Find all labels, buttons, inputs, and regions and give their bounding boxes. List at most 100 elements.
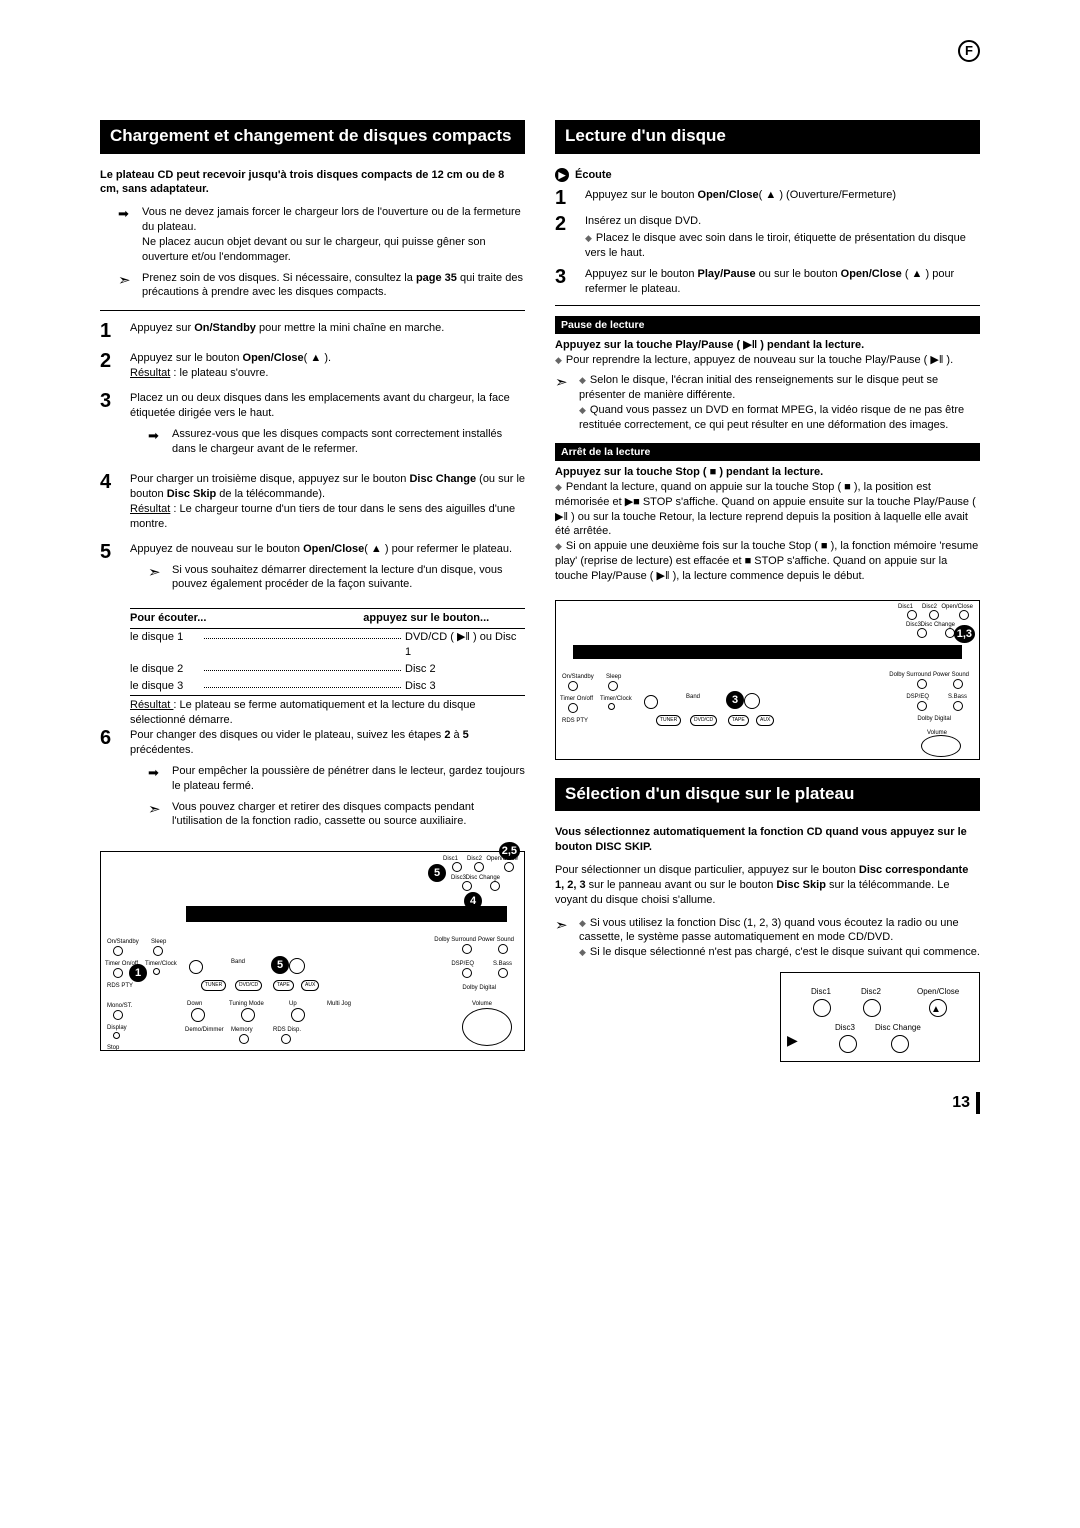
cd-open <box>644 695 658 709</box>
page-ref: page 35 <box>416 272 457 284</box>
pause-d1: Pour reprendre la lecture, appuyez de no… <box>555 353 980 368</box>
ecoute-heading: ▶ Écoute <box>555 168 980 183</box>
step: 1Appuyez sur le bouton Open/Close( ▲ ) (… <box>555 188 980 208</box>
arrow-outline-icon <box>148 800 164 830</box>
d-lbl: Power Sound <box>478 936 514 944</box>
t: Pendant la lecture, quand on appuie sur … <box>555 481 976 538</box>
d-lbl: On/Standby <box>562 673 594 681</box>
mono-st-button <box>113 1010 123 1020</box>
arrow-outline-icon <box>555 373 571 432</box>
memory-button <box>239 1034 249 1044</box>
stop-instruction: Appuyez sur la touche Stop ( ■ ) pendant… <box>555 465 980 480</box>
dspeq-button <box>462 968 472 978</box>
ecoute-step-list: 1Appuyez sur le bouton Open/Close( ▲ ) (… <box>555 188 980 296</box>
diamond-icon <box>579 917 590 929</box>
timer-clock-button <box>608 703 615 710</box>
timer-clock-button <box>153 968 160 975</box>
d-lbl: Tuning Mode <box>229 1000 264 1008</box>
play-pause-button <box>289 958 305 974</box>
d-lbl: Disc Change <box>875 1023 921 1034</box>
dots <box>204 630 401 639</box>
page-number: 13 <box>100 1092 980 1114</box>
d-lbl: Sleep <box>606 673 621 681</box>
t: Quand vous passez un DVD en format MPEG,… <box>579 404 964 431</box>
disc-change-button <box>891 1035 909 1053</box>
stop-d2: Si on appuie une deuxième fois sur la to… <box>555 539 980 584</box>
disc1-button <box>452 862 462 872</box>
step: 1Appuyez sur On/Standby pour mettre la m… <box>100 321 525 341</box>
step-number: 3 <box>100 391 120 462</box>
play-dot-icon: ▶ <box>555 168 569 182</box>
disc2-button <box>863 999 881 1017</box>
t: Si vous utilisez la fonction Disc (1, 2,… <box>579 917 959 944</box>
tuning-button <box>241 1008 255 1022</box>
t: Pour reprendre la lecture, appuyez de no… <box>566 354 953 366</box>
diamond-icon <box>555 354 566 366</box>
tape-mode: TAPE <box>273 980 294 991</box>
d-lbl: Dolby Digital <box>917 715 951 723</box>
listen-table: Pour écouter...appuyez sur le bouton...l… <box>130 608 525 728</box>
sel-notes: Si vous utilisez la fonction Disc (1, 2,… <box>555 916 980 961</box>
disc3-button <box>917 628 927 638</box>
volume-knob <box>921 735 961 757</box>
step: 6Pour changer des disques ou vider le pl… <box>100 728 525 835</box>
step-body: Pour charger un troisième disque, appuye… <box>130 472 525 531</box>
stop-d1: Pendant la lecture, quand on appuie sur … <box>555 480 980 539</box>
cd-open <box>189 960 203 974</box>
step-number: 1 <box>100 321 120 341</box>
left-note-2: Prenez soin de vos disques. Si nécessair… <box>118 271 525 301</box>
timer-onoff-button <box>113 968 123 978</box>
eject-icon: ▲ <box>931 1003 941 1017</box>
badge-5b: 5 <box>271 956 289 974</box>
rds-disp-button <box>281 1034 291 1044</box>
d-lbl: Down <box>187 1000 202 1008</box>
right-column: Lecture d'un disque ▶ Écoute 1Appuyez su… <box>555 120 980 1062</box>
d-lbl: Power Sound <box>933 671 969 679</box>
t: Si vous souhaitez démarrer directement l… <box>172 563 525 593</box>
dvdcd-mode: DVD/CD <box>690 715 717 726</box>
th: Pour écouter... <box>130 611 328 626</box>
t: Assurez-vous que les disques compacts so… <box>172 427 525 457</box>
page-columns: Chargement et changement de disques comp… <box>100 120 980 1062</box>
d-lbl: Sleep <box>151 938 166 946</box>
d-lbl: S.Bass <box>948 693 967 701</box>
step-body: Insérez un disque DVD.Placez le disque a… <box>585 214 980 261</box>
left-note-2-text: Prenez soin de vos disques. Si nécessair… <box>142 271 525 301</box>
play-pause-button <box>744 693 760 709</box>
disc3-button <box>462 881 472 891</box>
d-lbl: Stop <box>107 1044 119 1052</box>
step-subnote: Assurez-vous que les disques compacts so… <box>148 427 525 457</box>
step: 5Appuyez de nouveau sur le bouton Open/C… <box>100 542 525 599</box>
d-lbl: Memory <box>231 1026 253 1034</box>
td: le disque 2 <box>130 662 200 677</box>
right-device-diagram: Disc1 Disc2 Open/Close Disc3 Disc Change… <box>555 600 980 760</box>
language-badge: F <box>958 40 980 62</box>
sel-body: Pour sélectionner un disque particulier,… <box>555 863 980 908</box>
d-lbl: Disc1 <box>811 987 831 998</box>
step-body: Appuyez sur le bouton Play/Pause ou sur … <box>585 267 980 297</box>
ecoute-label: Écoute <box>575 168 612 183</box>
d-lbl: Dolby Surround <box>434 936 476 944</box>
pointer-icon: ▶ <box>787 1031 798 1050</box>
open-close-button <box>504 862 514 872</box>
on-standby-button <box>113 946 123 956</box>
d-lbl: Dolby Digital <box>462 984 496 992</box>
aux-mode: AUX <box>301 980 319 991</box>
left-column: Chargement et changement de disques comp… <box>100 120 525 1062</box>
arrow-solid-icon <box>118 205 134 264</box>
display-button <box>113 1032 120 1039</box>
t: Vous pouvez charger et retirer des disqu… <box>172 800 525 830</box>
d-lbl: Open/Close <box>941 603 973 611</box>
d-lbl: DSP/EQ <box>906 693 929 701</box>
arrow-solid-icon <box>148 427 164 457</box>
td: Disc 2 <box>405 662 525 677</box>
left-intro: Le plateau CD peut recevoir jusqu'à troi… <box>100 168 525 198</box>
sel-out1: Si vous utilisez la fonction Disc (1, 2,… <box>579 916 980 946</box>
disc2-button <box>929 610 939 620</box>
tuner-mode: TUNER <box>656 715 681 726</box>
arrow-outline-icon <box>118 271 134 301</box>
on-standby-button <box>568 681 578 691</box>
volume-knob <box>462 1008 512 1046</box>
step-number: 2 <box>100 351 120 381</box>
stop-heading: Arrêt de la lecture <box>555 443 980 461</box>
